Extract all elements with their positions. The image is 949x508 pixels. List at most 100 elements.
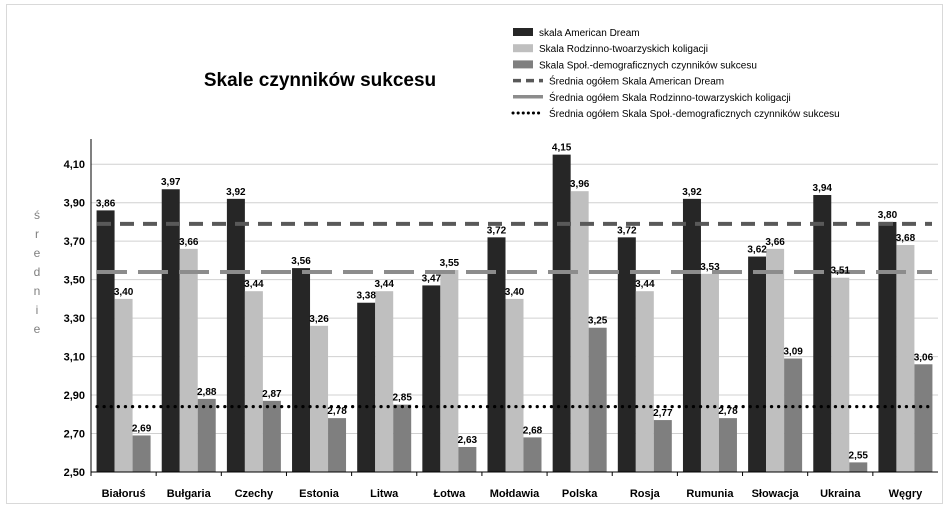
data-label: 2,87 — [262, 389, 282, 400]
y-axis-label-char: n — [34, 284, 41, 298]
bar — [96, 210, 115, 472]
data-label: 3,56 — [291, 256, 311, 267]
data-label: 3,72 — [617, 225, 637, 236]
data-label: 2,68 — [523, 425, 543, 436]
bar — [357, 302, 376, 472]
bar — [393, 404, 412, 472]
bar — [523, 437, 542, 472]
bar — [766, 248, 785, 472]
x-tick-label: Słowacja — [752, 488, 800, 500]
data-label: 3,51 — [831, 266, 851, 277]
bar — [570, 191, 589, 472]
data-label: 3,97 — [161, 177, 181, 188]
data-label: 4,15 — [552, 143, 572, 154]
y-tick-label: 2,50 — [64, 467, 85, 479]
bar — [784, 358, 803, 472]
legend-swatch — [513, 44, 533, 53]
x-tick-label: Litwa — [370, 488, 399, 500]
data-label: 3,26 — [309, 314, 329, 325]
x-tick-label: Rosja — [630, 488, 661, 500]
legend-entry: Średnia ogółem Skala Społ.-demograficzny… — [549, 107, 840, 120]
chart-title: Skale czynników sukcesu — [204, 70, 436, 91]
bar — [914, 364, 933, 472]
data-label: 2,77 — [653, 408, 673, 419]
data-label: 3,94 — [813, 183, 833, 194]
x-tick-label: Łotwa — [433, 488, 466, 500]
y-tick-label: 2,90 — [64, 390, 85, 402]
bar — [718, 418, 737, 472]
y-tick-label: 3,30 — [64, 313, 85, 325]
legend-entry: Skala Rodzinno-twoarzyskich koligacji — [539, 44, 708, 55]
data-label: 2,63 — [458, 435, 478, 446]
bar — [375, 291, 394, 472]
bar — [310, 325, 329, 472]
x-tick-label: Bułgaria — [167, 488, 212, 500]
data-label: 3,09 — [783, 347, 803, 358]
y-axis-label-char: ś — [34, 208, 40, 222]
data-label: 3,47 — [422, 273, 442, 284]
data-label: 3,92 — [226, 187, 246, 198]
bar — [487, 237, 506, 472]
y-tick-label: 3,10 — [64, 352, 85, 364]
data-label: 2,88 — [197, 387, 217, 398]
x-tick-label: Mołdawia — [490, 488, 540, 500]
data-label: 3,72 — [487, 225, 507, 236]
y-tick-label: 3,50 — [64, 275, 85, 287]
y-tick-label: 4,10 — [64, 159, 85, 171]
reference-lines — [95, 221, 934, 409]
bar — [458, 446, 477, 472]
legend-entry: Skala Społ.-demograficznych czynników su… — [539, 60, 757, 71]
axes: 2,50 2,70 2,90 3,10 3,30 3,50 3,70 3,90 4,10 Biał… — [64, 139, 938, 500]
bar — [653, 420, 672, 472]
bar — [896, 245, 915, 472]
data-label: 2,69 — [132, 423, 152, 434]
chart: Skale czynników sukcesu skala American D… — [34, 28, 938, 500]
data-label: 2,78 — [327, 406, 347, 417]
chart-frame: Skale czynników sukcesu skala American D… — [6, 4, 943, 504]
bar — [849, 462, 868, 472]
data-label: 3,66 — [765, 237, 785, 248]
x-tick-label: Estonia — [299, 488, 340, 500]
legend-swatch — [513, 28, 533, 36]
y-axis-label-char: i — [36, 303, 39, 317]
bar — [161, 189, 180, 472]
data-label: 3,55 — [440, 258, 460, 269]
bar — [328, 418, 347, 472]
bar — [748, 256, 767, 472]
bar — [878, 221, 897, 472]
data-label: 3,40 — [114, 287, 134, 298]
bar — [635, 291, 654, 472]
bar — [831, 277, 850, 472]
data-label: 3,86 — [96, 198, 116, 209]
y-axis-label-char: d — [34, 265, 41, 279]
legend-entry: Średnia ogółem Skala American Dream — [549, 75, 724, 88]
bar — [588, 327, 607, 472]
bar — [132, 435, 151, 472]
data-label: 3,68 — [896, 233, 916, 244]
x-tick-label: Rumunia — [686, 488, 734, 500]
bar — [179, 248, 198, 472]
y-tick-label: 3,90 — [64, 198, 85, 210]
y-axis-label-char: r — [35, 227, 39, 241]
y-tick-label: 3,70 — [64, 236, 85, 248]
x-tick-label: Czechy — [235, 488, 274, 500]
data-label: 3,38 — [356, 291, 376, 302]
legend: skala American Dream Skala Rodzinno-twoar… — [511, 28, 840, 120]
legend-swatch — [513, 60, 533, 69]
bar — [244, 291, 263, 472]
data-label: 2,85 — [392, 393, 412, 404]
bar — [700, 273, 719, 472]
data-label: 3,66 — [179, 237, 199, 248]
data-label: 3,44 — [374, 279, 394, 290]
bar — [262, 400, 281, 472]
legend-entry: skala American Dream — [539, 28, 640, 39]
bar — [617, 237, 636, 472]
x-tick-label: Ukraina — [820, 488, 861, 500]
y-tick-label: 2,70 — [64, 429, 85, 441]
data-label: 3,06 — [914, 352, 934, 363]
data-label: 3,92 — [682, 187, 702, 198]
bar — [226, 198, 245, 472]
data-label: 3,44 — [244, 279, 264, 290]
y-axis-label-char: e — [34, 246, 41, 260]
